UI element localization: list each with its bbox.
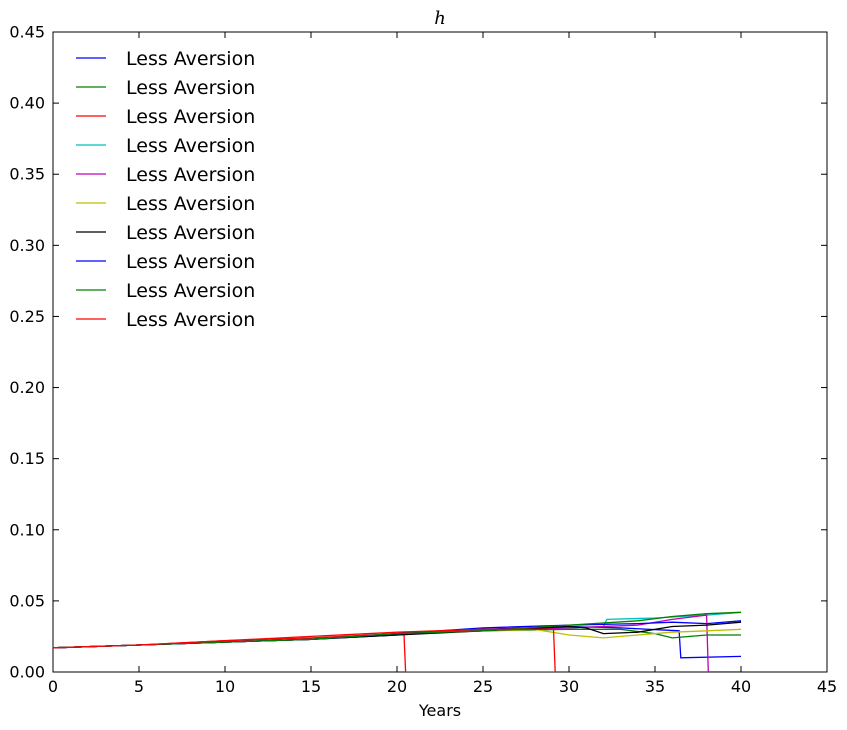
legend-label-2: Less Aversion [126,77,255,99]
x-tick-label: 40 [731,677,751,696]
x-tick-label: 5 [134,677,144,696]
y-tick-label: 0.10 [9,520,45,539]
x-tick-label: 0 [48,677,58,696]
y-tick-label: 0.20 [9,378,45,397]
series-line-10 [53,628,741,672]
legend: Less Aversion Less Aversion Less Aversion L… [76,48,255,331]
chart-title: h [434,8,446,29]
legend-label-7: Less Aversion [126,222,255,244]
y-tick-label: 0.15 [9,449,45,468]
x-axis: 0 5 10 15 20 25 30 35 40 45 [48,32,837,696]
x-tick-label: 45 [817,677,837,696]
y-tick-label: 0.35 [9,165,45,184]
x-tick-label: 35 [645,677,665,696]
y-tick-label: 0.40 [9,94,45,113]
legend-label-10: Less Aversion [126,309,255,331]
legend-label-1: Less Aversion [126,48,255,70]
legend-label-8: Less Aversion [126,251,255,273]
legend-label-4: Less Aversion [126,135,255,157]
y-axis: 0.00 0.05 0.10 0.15 0.20 0.25 0.30 0.35 0.40 0.45 [9,23,827,682]
x-tick-label: 10 [215,677,235,696]
y-tick-label: 0.30 [9,236,45,255]
series-line-4 [53,611,742,649]
y-tick-label: 0.45 [9,23,45,42]
y-tick-label: 0.25 [9,307,45,326]
series-line-9 [53,611,742,649]
x-tick-label: 25 [473,677,493,696]
y-tick-label: 0.00 [9,663,45,682]
y-tick-label: 0.05 [9,591,45,610]
x-axis-label: Years [418,701,461,720]
x-tick-label: 20 [387,677,407,696]
x-tick-label: 15 [301,677,321,696]
x-tick-label: 30 [559,677,579,696]
legend-label-3: Less Aversion [126,106,255,128]
legend-label-6: Less Aversion [126,193,255,215]
plot-content [53,611,742,672]
legend-label-5: Less Aversion [126,164,255,186]
legend-label-9: Less Aversion [126,280,255,302]
plot-area-frame [52,31,828,673]
